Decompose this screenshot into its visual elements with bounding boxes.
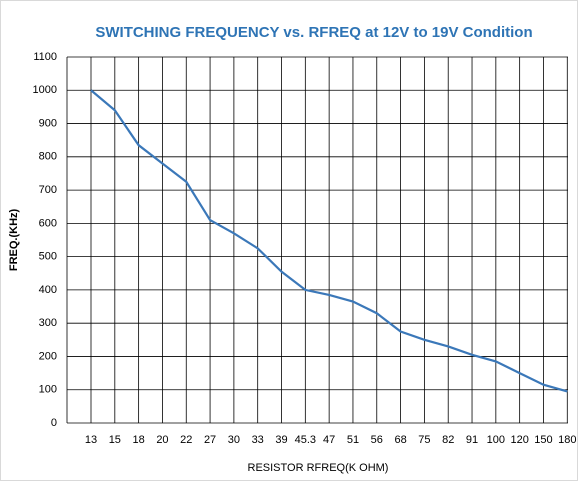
y-tick-label: 400 <box>39 284 57 296</box>
x-tick-label: 150 <box>534 434 552 446</box>
x-tick-label: 51 <box>347 434 359 446</box>
y-tick-label: 900 <box>39 117 57 129</box>
x-tick-label: 13 <box>85 434 97 446</box>
x-axis-label: RESISTOR RFREQ(K OHM) <box>248 462 389 474</box>
x-tick-label: 91 <box>466 434 478 446</box>
x-tick-label: 75 <box>418 434 430 446</box>
y-tick-label: 300 <box>39 317 57 329</box>
y-tick-label: 200 <box>39 350 57 362</box>
x-tick-label: 56 <box>371 434 383 446</box>
y-tick-label: 700 <box>39 184 57 196</box>
y-tick-label: 600 <box>39 217 57 229</box>
x-tick-label: 45.3 <box>295 434 316 446</box>
x-tick-label: 20 <box>156 434 168 446</box>
x-tick-label: 39 <box>275 434 287 446</box>
x-tick-label: 180 <box>558 434 576 446</box>
x-tick-label: 68 <box>394 434 406 446</box>
x-tick-label: 82 <box>442 434 454 446</box>
x-tick-label: 120 <box>510 434 528 446</box>
x-tick-label: 100 <box>487 434 505 446</box>
chart-title: SWITCHING FREQUENCY vs. RFREQ at 12V to … <box>95 24 532 41</box>
y-tick-label: 1100 <box>33 51 57 63</box>
x-tick-label: 15 <box>109 434 121 446</box>
y-tick-label: 500 <box>39 251 57 263</box>
x-tick-label: 22 <box>180 434 192 446</box>
y-tick-label: 0 <box>51 417 57 429</box>
y-tick-label: 800 <box>39 151 57 163</box>
data-line <box>90 89 568 393</box>
x-tick-label: 47 <box>323 434 335 446</box>
y-tick-label: 1000 <box>33 84 57 96</box>
y-tick-label: 100 <box>39 384 57 396</box>
x-tick-label: 33 <box>252 434 264 446</box>
x-tick-label: 30 <box>228 434 240 446</box>
y-axis-label: FREQ.(KHz) <box>8 209 20 272</box>
x-tick-label: 18 <box>133 434 145 446</box>
x-tick-label: 27 <box>204 434 216 446</box>
